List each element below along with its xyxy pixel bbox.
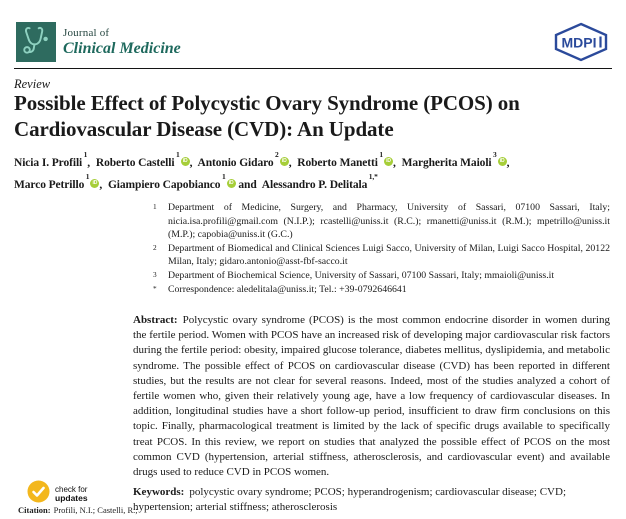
author-separator: , xyxy=(189,156,193,169)
author-separator: , xyxy=(87,156,91,169)
affiliation-item: * Correspondence: aledelitala@uniss.it; … xyxy=(152,283,610,297)
author-separator: , xyxy=(393,156,396,169)
citation-label: Citation: xyxy=(18,505,51,515)
abstract-text: Polycystic ovary syndrome (PCOS) is the … xyxy=(133,314,610,479)
author-affiliation-sup: 1 xyxy=(379,149,383,159)
abstract-label: Abstract: xyxy=(133,314,178,326)
author-affiliation-sup: 1 xyxy=(83,149,88,159)
author: Marco Petrillo1iD, xyxy=(14,172,103,192)
keywords-label: Keywords: xyxy=(133,486,185,498)
affiliation-text: Department of Biomedical and Clinical Sc… xyxy=(168,242,610,268)
author-name: Antonio Gidaro xyxy=(197,156,274,169)
keywords-section: Keywords: polycystic ovary syndrome; PCOS… xyxy=(133,485,610,515)
author-name: Roberto Castelli xyxy=(95,156,175,169)
article-type-label: Review xyxy=(14,77,51,91)
check-for-updates-label: check for updates xyxy=(55,485,88,504)
mdpi-hexagon-icon: MDPI xyxy=(550,22,612,66)
journal-name-block: Journal of Clinical Medicine xyxy=(63,27,181,58)
orcid-icon[interactable]: iD xyxy=(180,156,190,166)
author: Antonio Gidaro2iD, xyxy=(197,150,292,169)
journal-prefix: Journal of xyxy=(63,27,110,39)
check-circle-icon xyxy=(27,480,50,508)
author-separator: , xyxy=(288,156,292,169)
mdpi-wordmark: MDPI xyxy=(562,35,597,51)
author: Roberto Manetti1iD, xyxy=(297,150,396,169)
author-name: Giampiero Capobianco xyxy=(107,179,221,192)
stethoscope-icon xyxy=(20,24,52,61)
title-line-2: Cardiovascular Disease (CVD): An Update xyxy=(14,116,394,141)
badge-line-1: check for xyxy=(55,484,88,494)
author-separator: and xyxy=(235,179,257,192)
affiliation-marker: 1 xyxy=(153,202,157,211)
check-for-updates-badge[interactable]: check for updates xyxy=(27,480,88,508)
orcid-icon[interactable]: iD xyxy=(279,156,289,166)
authors-line-2: Marco Petrillo1iD, Giampiero Capobianco1… xyxy=(14,172,512,194)
correspondence-text: Correspondence: aledelitala@uniss.it; Te… xyxy=(168,283,407,295)
journal-logo xyxy=(16,22,56,62)
authors-line-1: Nicia I. Profili1, Roberto Castelli1iD, … xyxy=(14,150,512,172)
keywords-text: polycystic ovary syndrome; PCOS; hyperan… xyxy=(133,486,567,514)
affiliation-text: Department of Medicine, Surgery, and Pha… xyxy=(168,202,610,241)
affiliation-marker: 3 xyxy=(153,269,157,279)
author: Nicia I. Profili1, xyxy=(14,150,91,169)
citation-text: Profili, N.I.; Castelli, R.; xyxy=(53,505,138,515)
author-separator: , xyxy=(99,179,103,192)
author-affiliation-sup: 2 xyxy=(275,149,279,159)
author-affiliation-sup: 1 xyxy=(175,149,180,159)
citation-note: Citation: Profili, N.I.; Castelli, R.; xyxy=(18,505,138,515)
author-affiliation-sup: 3 xyxy=(493,149,497,159)
author: Giampiero Capobianco1iD and xyxy=(107,172,257,192)
affiliation-marker: 2 xyxy=(153,242,157,252)
author-affiliation-sup: 1 xyxy=(85,171,90,181)
authors-block: Nicia I. Profili1, Roberto Castelli1iD, … xyxy=(14,150,512,195)
title-line-1: Possible Effect of Polycystic Ovary Synd… xyxy=(14,91,520,115)
author-name: Roberto Manetti xyxy=(297,156,378,169)
orcid-icon[interactable]: iD xyxy=(384,156,393,166)
author: Margherita Maioli3iD, xyxy=(401,150,510,169)
affiliation-item: 1 Department of Medicine, Surgery, and P… xyxy=(152,201,610,242)
affiliation-text: Department of Biochemical Science, Unive… xyxy=(168,269,555,281)
header-divider xyxy=(14,68,612,69)
author-affiliation-sup: 1,* xyxy=(368,171,378,181)
author-name: Marco Petrillo xyxy=(14,179,85,192)
orcid-icon[interactable]: iD xyxy=(497,156,507,166)
orcid-icon[interactable]: iD xyxy=(226,179,236,189)
affiliation-item: 2 Department of Biomedical and Clinical … xyxy=(152,242,610,269)
author-separator: , xyxy=(506,156,510,169)
author-name: Nicia I. Profili xyxy=(14,156,83,169)
affiliation-item: 3 Department of Biochemical Science, Uni… xyxy=(152,269,610,283)
journal-title: Clinical Medicine xyxy=(63,40,181,57)
orcid-icon[interactable]: iD xyxy=(90,179,100,189)
affiliation-marker: * xyxy=(153,283,157,293)
author-name: Alessandro P. Delitala xyxy=(261,179,368,192)
abstract-section: Abstract: Polycystic ovary syndrome (PCOS… xyxy=(133,313,610,480)
author-name: Margherita Maioli xyxy=(401,156,492,169)
affiliations-block: 1 Department of Medicine, Surgery, and P… xyxy=(152,201,610,296)
author-affiliation-sup: 1 xyxy=(221,171,226,181)
author: Alessandro P. Delitala1,* xyxy=(261,172,378,192)
mdpi-logo[interactable]: MDPI xyxy=(550,22,612,67)
badge-line-2: updates xyxy=(55,493,88,503)
author: Roberto Castelli1iD, xyxy=(95,150,193,169)
page-title: Possible Effect of Polycystic Ovary Synd… xyxy=(14,91,620,142)
